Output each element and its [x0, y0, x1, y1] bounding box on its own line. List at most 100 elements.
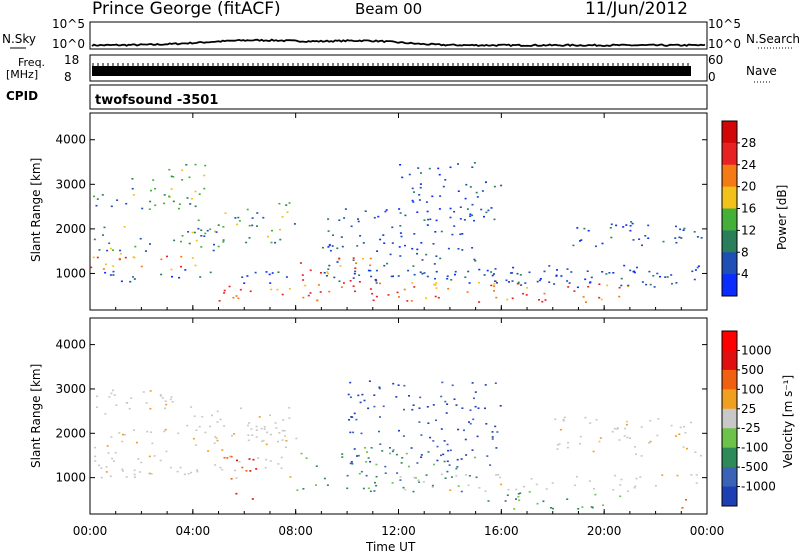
- echo-cell: [469, 409, 472, 411]
- echo-cell: [435, 270, 438, 273]
- echo-cell: [657, 418, 660, 420]
- nsearch-tick-top: 10^5: [708, 17, 741, 31]
- echo-cell: [634, 485, 637, 488]
- echo-cell: [328, 244, 331, 247]
- echo-cell: [196, 469, 199, 471]
- echo-cell: [592, 450, 595, 453]
- echo-cell: [271, 272, 274, 274]
- echo-cell: [413, 286, 416, 288]
- echo-cell: [675, 241, 678, 244]
- echo-cell: [356, 245, 359, 247]
- echo-cell: [419, 271, 422, 273]
- echo-cell: [581, 506, 584, 508]
- echo-cell: [119, 249, 122, 252]
- echo-cell: [354, 267, 357, 269]
- echo-cell: [517, 495, 520, 498]
- echo-cell: [276, 288, 279, 291]
- echo-cell: [469, 422, 472, 425]
- xtick-label: 00:00: [73, 524, 108, 538]
- echo-cell: [420, 454, 423, 456]
- echo-cell: [159, 459, 162, 462]
- echo-cell: [461, 407, 464, 409]
- echo-cell: [428, 167, 431, 170]
- echo-cell: [494, 425, 497, 428]
- echo-cell: [169, 466, 172, 469]
- echo-cell: [635, 453, 637, 455]
- echo-cell: [373, 216, 376, 219]
- echo-cell: [500, 184, 503, 187]
- echo-cell: [187, 231, 190, 233]
- echo-cell: [223, 289, 226, 292]
- echo-cell: [567, 442, 570, 444]
- echo-cell: [110, 205, 113, 208]
- echo-cell: [357, 218, 359, 220]
- echo-cell: [440, 454, 442, 457]
- echo-cell: [633, 271, 636, 274]
- echo-cell: [104, 263, 107, 266]
- colorbar-tick-label: 4: [741, 267, 749, 281]
- echo-cell: [461, 249, 464, 251]
- echo-cell: [491, 274, 494, 277]
- echo-cell: [386, 262, 389, 265]
- echo-cell: [176, 470, 179, 473]
- echo-cell: [209, 271, 212, 274]
- echo-cell: [344, 208, 347, 210]
- echo-cell: [376, 250, 379, 252]
- echo-cell: [234, 469, 236, 472]
- echo-cell: [437, 296, 440, 299]
- echo-cell: [105, 471, 108, 473]
- echo-cell: [132, 194, 135, 196]
- echo-cell: [493, 285, 496, 287]
- echo-cell: [222, 239, 225, 241]
- echo-cell: [391, 226, 394, 229]
- echo-cell: [164, 428, 167, 431]
- echo-cell: [414, 477, 417, 479]
- echo-cell: [307, 294, 310, 297]
- echo-cell: [341, 245, 344, 248]
- echo-cell: [585, 301, 587, 303]
- echo-cell: [369, 288, 372, 290]
- colorbar-segment: [722, 389, 737, 410]
- echo-cell: [473, 258, 476, 261]
- echo-cell: [450, 476, 453, 478]
- echo-cell: [465, 454, 468, 456]
- echo-cell: [94, 455, 97, 458]
- echo-cell: [191, 257, 194, 259]
- echo-cell: [364, 447, 367, 449]
- echo-cell: [216, 439, 219, 442]
- echo-cell: [399, 212, 402, 214]
- echo-cell: [446, 460, 449, 463]
- echo-cell: [640, 455, 643, 457]
- echo-cell: [383, 242, 386, 244]
- echo-cell: [679, 426, 682, 429]
- echo-cell: [102, 268, 105, 270]
- echo-cell: [610, 236, 613, 239]
- echo-cell: [639, 476, 642, 478]
- echo-cell: [346, 474, 349, 477]
- echo-cell: [349, 280, 352, 282]
- echo-cell: [166, 255, 168, 258]
- echo-cell: [142, 391, 145, 393]
- echo-cell: [638, 238, 641, 240]
- echo-cell: [264, 466, 267, 469]
- echo-cell: [453, 210, 456, 213]
- echo-cell: [659, 275, 661, 278]
- echo-cell: [666, 276, 669, 278]
- echo-cell: [469, 186, 472, 188]
- echo-cell: [121, 440, 124, 443]
- echo-cell: [396, 291, 399, 294]
- echo-cell: [523, 485, 526, 488]
- echo-cell: [281, 293, 284, 296]
- echo-cell: [180, 265, 182, 268]
- echo-cell: [333, 276, 336, 279]
- echo-cell: [92, 256, 95, 259]
- echo-cell: [553, 283, 556, 285]
- echo-cell: [459, 233, 462, 236]
- echo-cell: [478, 301, 481, 303]
- echo-cell: [379, 282, 381, 285]
- freq-unit-label: [MHz]: [6, 68, 38, 81]
- echo-cell: [305, 457, 308, 459]
- echo-cell: [429, 436, 432, 439]
- echo-cell: [247, 434, 250, 436]
